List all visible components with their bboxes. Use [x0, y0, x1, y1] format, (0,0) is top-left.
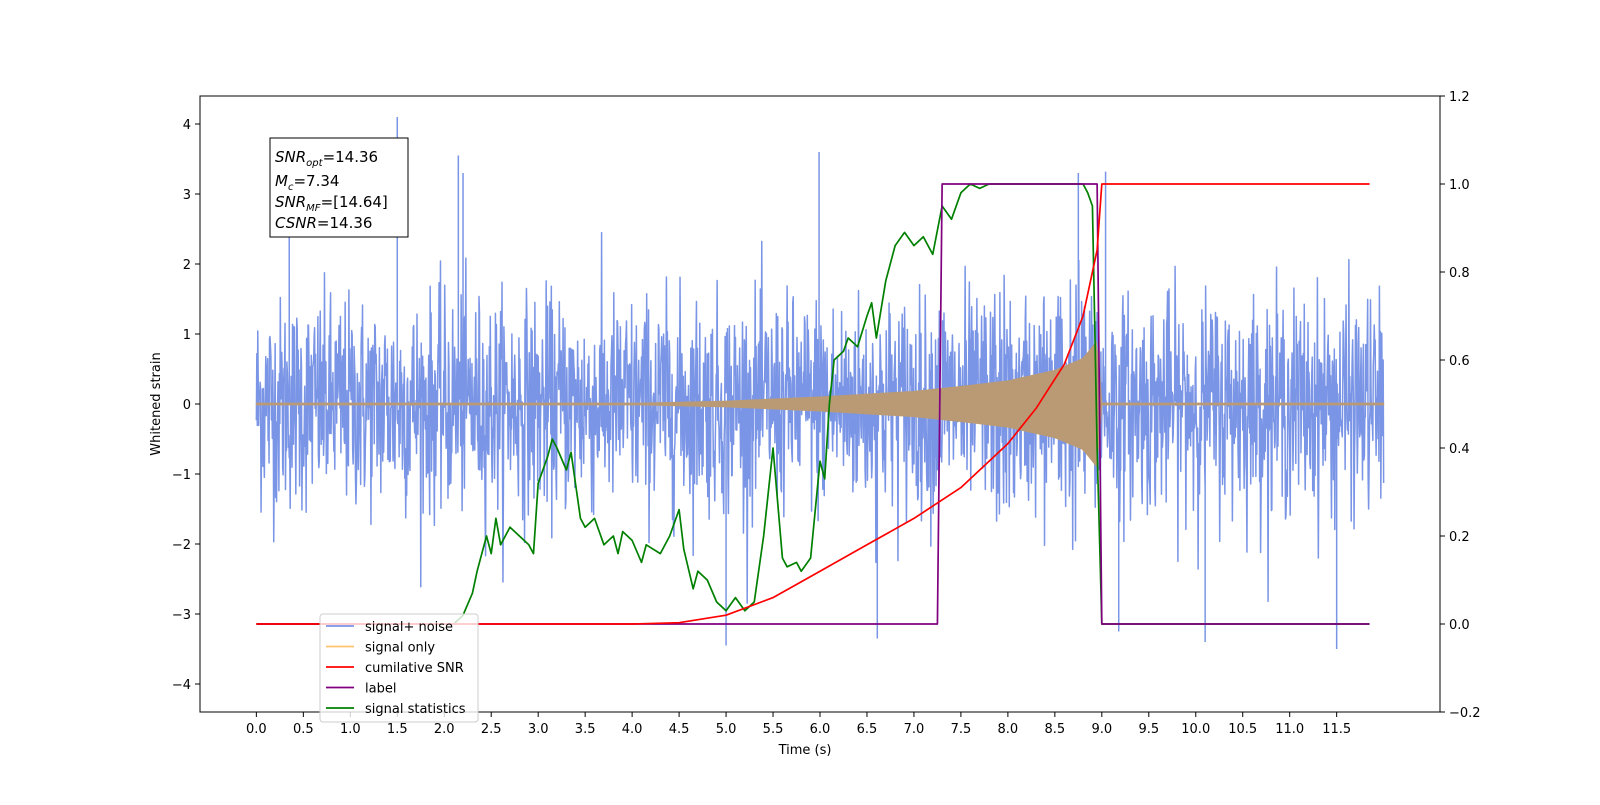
x-tick-label: 5.0: [716, 722, 737, 737]
x-tick-label: 0.0: [246, 722, 267, 737]
legend-label: signal+ noise: [365, 620, 453, 635]
legend-label: label: [365, 682, 396, 697]
y2-tick-label: 0.8: [1449, 266, 1470, 281]
mc-value: =7.34: [293, 172, 339, 190]
legend-label: signal statistics: [365, 702, 466, 717]
svg-text:SNRopt=14.36: SNRopt=14.36: [275, 148, 378, 169]
x-tick-label: 3.0: [528, 722, 549, 737]
svg-text:CSNR=14.36: CSNR=14.36: [275, 214, 372, 232]
x-tick-label: 7.5: [951, 722, 972, 737]
legend-label: signal only: [365, 641, 435, 656]
y-tick-label: 0: [183, 398, 191, 413]
x-tick-label: 10.0: [1181, 722, 1210, 737]
svg-text:SNRMF=[14.64]: SNRMF=[14.64]: [275, 193, 388, 214]
x-tick-label: 5.5: [763, 722, 784, 737]
stats-annotation: SNRopt=14.36 Mc=7.34 SNRMF=[14.64] CSNR=…: [269, 137, 409, 238]
y-tick-label: −3: [172, 608, 191, 623]
x-tick-label: 6.0: [810, 722, 831, 737]
legend-box: [319, 613, 479, 723]
x-tick-label: 10.5: [1228, 722, 1257, 737]
y-tick-label: −1: [172, 468, 191, 483]
x-tick-label: 0.5: [293, 722, 314, 737]
y-tick-label: 2: [183, 258, 191, 273]
legend: signal+ noise signal only cumilative SNR la…: [319, 613, 479, 723]
y2-tick-label: −0.2: [1449, 706, 1481, 721]
y-tick-label: −2: [172, 538, 191, 553]
y-tick-label: 1: [183, 328, 191, 343]
series-cumilative-snr: [256, 183, 1370, 625]
y2-tick-label: 0.4: [1449, 442, 1470, 457]
series-signal-only: [255, 340, 1385, 468]
series-label: [256, 183, 1370, 625]
y-tick-label: −4: [172, 678, 191, 693]
snr-opt-value: =14.36: [323, 148, 379, 166]
x-tick-label: 7.0: [904, 722, 925, 737]
y-tick-label: 4: [183, 118, 191, 133]
x-tick-label: 1.5: [387, 722, 408, 737]
y2-tick-label: 1.0: [1449, 178, 1470, 193]
x-tick-label: 6.5: [857, 722, 878, 737]
x-tick-label: 2.0: [434, 722, 455, 737]
x-tick-label: 4.5: [669, 722, 690, 737]
x-tick-label: 4.0: [622, 722, 643, 737]
y-tick-label: 3: [183, 188, 191, 203]
y2-tick-label: 0.6: [1449, 354, 1470, 369]
x-tick-label: 8.5: [1045, 722, 1066, 737]
annotation-box: [269, 137, 409, 238]
x-tick-label: 2.5: [481, 722, 502, 737]
y2-tick-label: 0.2: [1449, 530, 1470, 545]
series-signal-statistics: [256, 183, 1370, 625]
snr-mf-value: =[14.64]: [321, 193, 388, 211]
y2-tick-label: 1.2: [1449, 90, 1470, 105]
y-axis-label: Whitened strain: [149, 352, 164, 455]
y2-tick-label: 0.0: [1449, 618, 1470, 633]
x-tick-label: 9.5: [1138, 722, 1159, 737]
svg-text:Mc=7.34: Mc=7.34: [275, 172, 339, 193]
x-tick-label: 11.0: [1275, 722, 1304, 737]
csnr-value: =14.36: [317, 214, 373, 232]
x-tick-label: 8.0: [998, 722, 1019, 737]
x-tick-label: 9.0: [1091, 722, 1112, 737]
legend-label: cumilative SNR: [365, 661, 464, 676]
series-signal-noise: [255, 117, 1385, 649]
x-tick-label: 1.0: [340, 722, 361, 737]
x-tick-label: 11.5: [1322, 722, 1351, 737]
x-tick-label: 3.5: [575, 722, 596, 737]
x-axis-label: Time (s): [778, 743, 832, 758]
